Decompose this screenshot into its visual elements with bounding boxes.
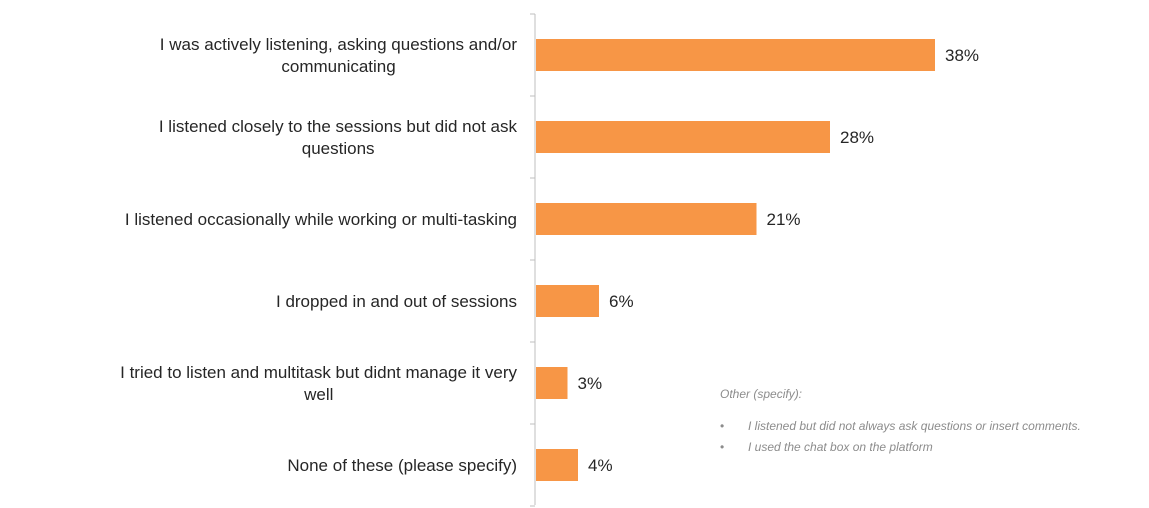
- category-label: I was actively listening, asking questio…: [160, 35, 518, 54]
- category-labels: I was actively listening, asking questio…: [120, 35, 517, 475]
- value-labels: 38% 28% 21% 6% 3% 4%: [578, 46, 980, 475]
- bar: [536, 449, 578, 481]
- value-label: 6%: [609, 292, 634, 311]
- bar: [536, 39, 935, 71]
- value-label: 28%: [840, 128, 874, 147]
- bar: [536, 203, 757, 235]
- value-label: 21%: [767, 210, 801, 229]
- note-item: I listened but did not always ask questi…: [720, 418, 1145, 435]
- other-specify-note: Other (specify): I listened but did not …: [720, 386, 1145, 460]
- category-label: None of these (please specify): [287, 456, 517, 475]
- category-label: I tried to listen and multitask but didn…: [120, 363, 517, 382]
- bar: [536, 285, 599, 317]
- category-label: I listened closely to the sessions but d…: [159, 117, 518, 136]
- value-label: 3%: [578, 374, 603, 393]
- category-label: well: [303, 385, 333, 404]
- bars-group: [536, 39, 935, 481]
- category-label: I dropped in and out of sessions: [276, 292, 517, 311]
- note-item: I used the chat box on the platform: [720, 439, 1145, 456]
- value-label: 38%: [945, 46, 979, 65]
- category-label: I listened occasionally while working or…: [125, 210, 517, 229]
- value-label: 4%: [588, 456, 613, 475]
- bar: [536, 367, 568, 399]
- category-label: communicating: [281, 57, 395, 76]
- note-list: I listened but did not always ask questi…: [720, 418, 1145, 456]
- category-label: questions: [302, 139, 375, 158]
- bar: [536, 121, 830, 153]
- axis-ticks: [530, 13, 535, 507]
- note-title: Other (specify):: [720, 387, 803, 401]
